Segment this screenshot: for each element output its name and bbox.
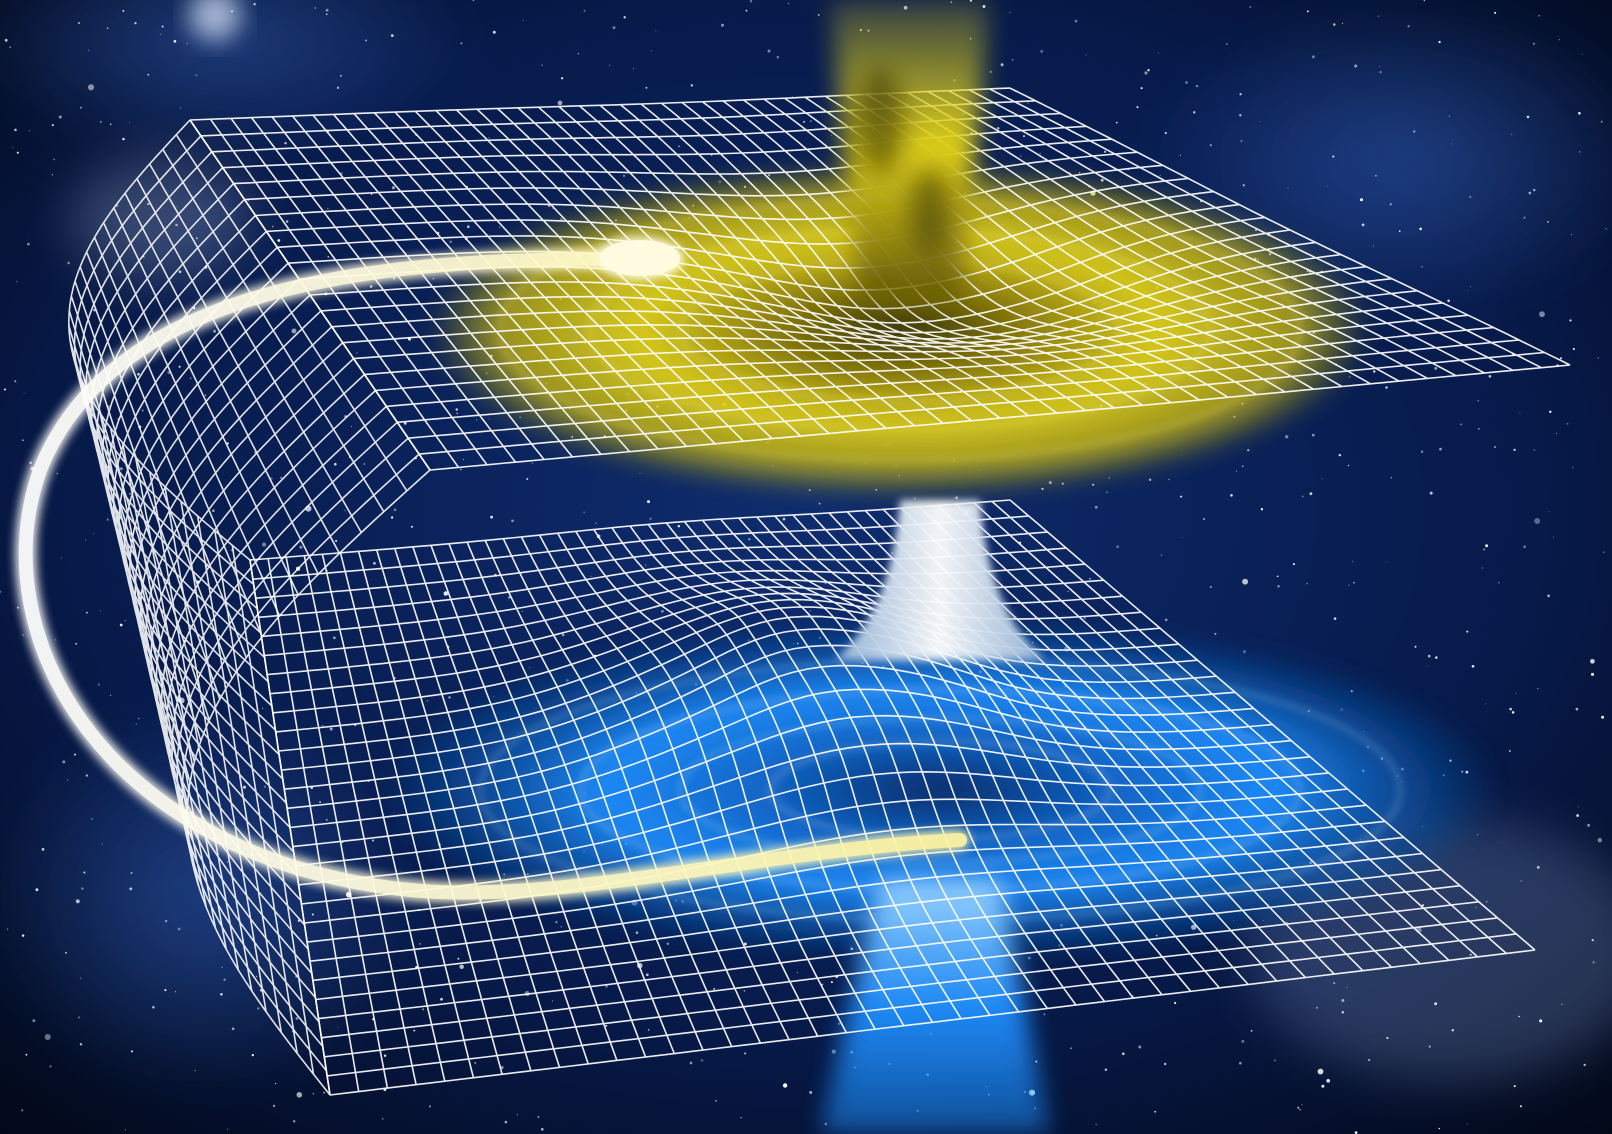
- light-trail-head: [600, 240, 680, 276]
- wormhole-throat: [835, 500, 1045, 660]
- blue-jet: [820, 880, 1050, 1134]
- light-trail: [18, 240, 967, 900]
- yellow-jet: [830, 0, 990, 300]
- upper-spacetime-grid: [189, 87, 1571, 471]
- curved-spacetime-wall: [67, 119, 431, 1096]
- bright-star: [189, 0, 241, 41]
